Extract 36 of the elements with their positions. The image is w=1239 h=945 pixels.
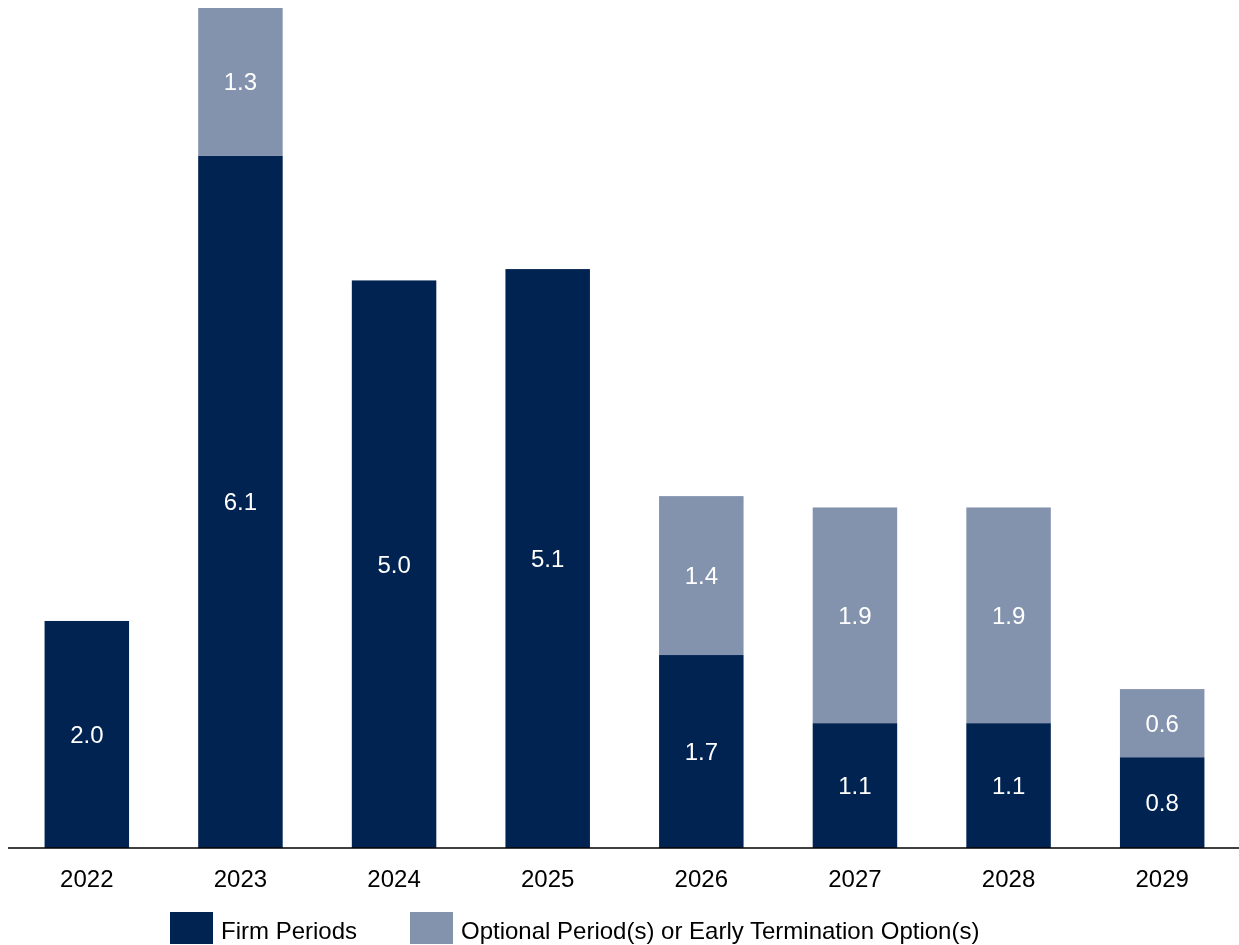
bar xyxy=(44,620,130,848)
x-tick-label: 2023 xyxy=(213,864,268,892)
x-tick-label: 2029 xyxy=(1135,864,1189,892)
data-label: 6.1 xyxy=(223,488,258,516)
x-tick-label: 2028 xyxy=(981,864,1036,892)
data-label: 5.0 xyxy=(377,550,411,578)
bar xyxy=(351,280,437,848)
data-label: 1.7 xyxy=(684,738,718,766)
data-label: 1.4 xyxy=(684,562,718,590)
bar xyxy=(659,655,744,848)
x-tick-label: 2025 xyxy=(520,864,575,892)
x-tick-label: 2022 xyxy=(60,864,114,892)
data-label: 1.1 xyxy=(838,772,872,800)
bar xyxy=(198,8,283,156)
bar xyxy=(505,269,590,848)
x-tick-label: 2024 xyxy=(367,864,421,892)
data-label: 2.0 xyxy=(70,720,104,748)
data-label: 1.9 xyxy=(838,601,872,629)
x-tick-label: 2026 xyxy=(674,864,729,892)
data-label: 1.1 xyxy=(991,772,1026,800)
bar xyxy=(966,723,1051,848)
bar xyxy=(812,507,898,724)
bar xyxy=(812,723,898,848)
data-label: 1.3 xyxy=(223,68,258,96)
x-tick-label: 2027 xyxy=(828,864,882,892)
legend-label: Optional Period(s) or Early Termination Option(s) xyxy=(461,916,980,944)
data-label: 1.9 xyxy=(991,601,1026,629)
bar xyxy=(1119,689,1205,758)
bar xyxy=(659,496,744,656)
bar xyxy=(966,507,1051,724)
legend-label: Firm Periods xyxy=(221,916,358,944)
data-label: 5.1 xyxy=(531,545,565,573)
data-label: 0.8 xyxy=(1145,789,1179,817)
bar xyxy=(1119,757,1205,848)
bar xyxy=(198,155,283,848)
data-label: 0.6 xyxy=(1145,709,1179,737)
